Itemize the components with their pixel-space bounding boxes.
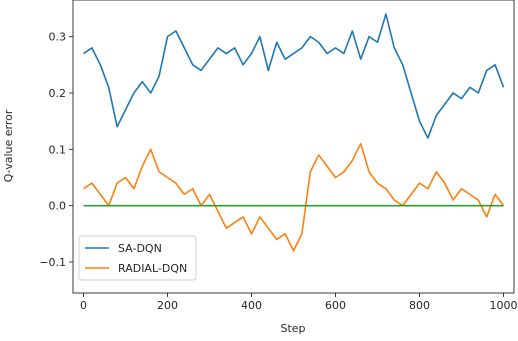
x-tick-label: 400 xyxy=(241,299,262,312)
legend-box xyxy=(78,235,197,281)
x-tick-label: 600 xyxy=(325,299,346,312)
series-line-radial-dqn xyxy=(83,142,505,252)
y-tick-label: −0.1 xyxy=(39,256,66,269)
x-tick-label: 1000 xyxy=(490,299,518,312)
series-layer xyxy=(83,13,505,252)
y-tick-label: 0.3 xyxy=(49,31,67,44)
x-tick-label: 800 xyxy=(409,299,430,312)
y-axis-label: Q-value error xyxy=(2,109,15,182)
x-axis-ticks: 0 200 400 600 800 1000 xyxy=(80,293,518,312)
x-tick-label: 0 xyxy=(80,299,87,312)
legend: SA-DQN RADIAL-DQN xyxy=(78,235,197,281)
y-tick-label: 0.0 xyxy=(49,200,67,213)
y-tick-label: 0.1 xyxy=(49,143,67,156)
x-axis-label: Step xyxy=(280,322,305,335)
legend-label-radial-dqn: RADIAL-DQN xyxy=(118,262,187,275)
legend-label-sa-dqn: SA-DQN xyxy=(118,242,162,255)
y-axis-ticks: −0.1 0.0 0.1 0.2 0.3 xyxy=(39,31,73,269)
series-line-sa-dqn xyxy=(83,13,505,139)
y-tick-label: 0.2 xyxy=(49,87,67,100)
plot-frame xyxy=(72,0,515,294)
x-tick-label: 200 xyxy=(157,299,178,312)
